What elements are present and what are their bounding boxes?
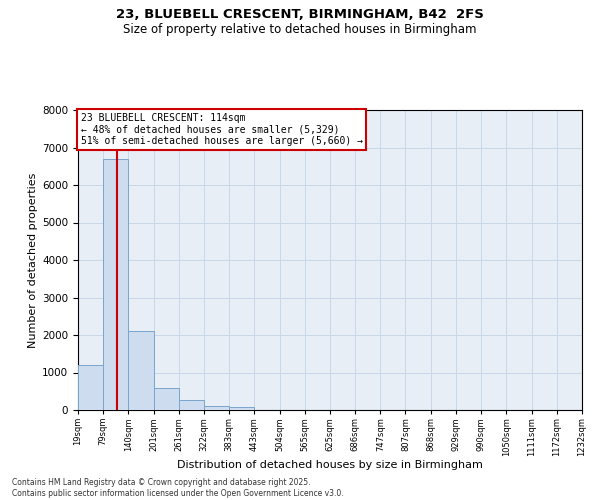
Text: 23 BLUEBELL CRESCENT: 114sqm
← 48% of detached houses are smaller (5,329)
51% of: 23 BLUEBELL CRESCENT: 114sqm ← 48% of de… — [80, 113, 362, 146]
Y-axis label: Number of detached properties: Number of detached properties — [28, 172, 38, 348]
Text: Contains HM Land Registry data © Crown copyright and database right 2025.
Contai: Contains HM Land Registry data © Crown c… — [12, 478, 344, 498]
Text: Size of property relative to detached houses in Birmingham: Size of property relative to detached ho… — [123, 22, 477, 36]
Bar — [128, 331, 154, 410]
Bar — [179, 400, 204, 410]
Bar — [103, 159, 128, 410]
Bar — [229, 407, 254, 410]
Text: 23, BLUEBELL CRESCENT, BIRMINGHAM, B42  2FS: 23, BLUEBELL CRESCENT, BIRMINGHAM, B42 2… — [116, 8, 484, 20]
Bar — [78, 365, 103, 410]
Bar — [154, 388, 179, 410]
X-axis label: Distribution of detached houses by size in Birmingham: Distribution of detached houses by size … — [177, 460, 483, 470]
Bar — [204, 406, 229, 410]
